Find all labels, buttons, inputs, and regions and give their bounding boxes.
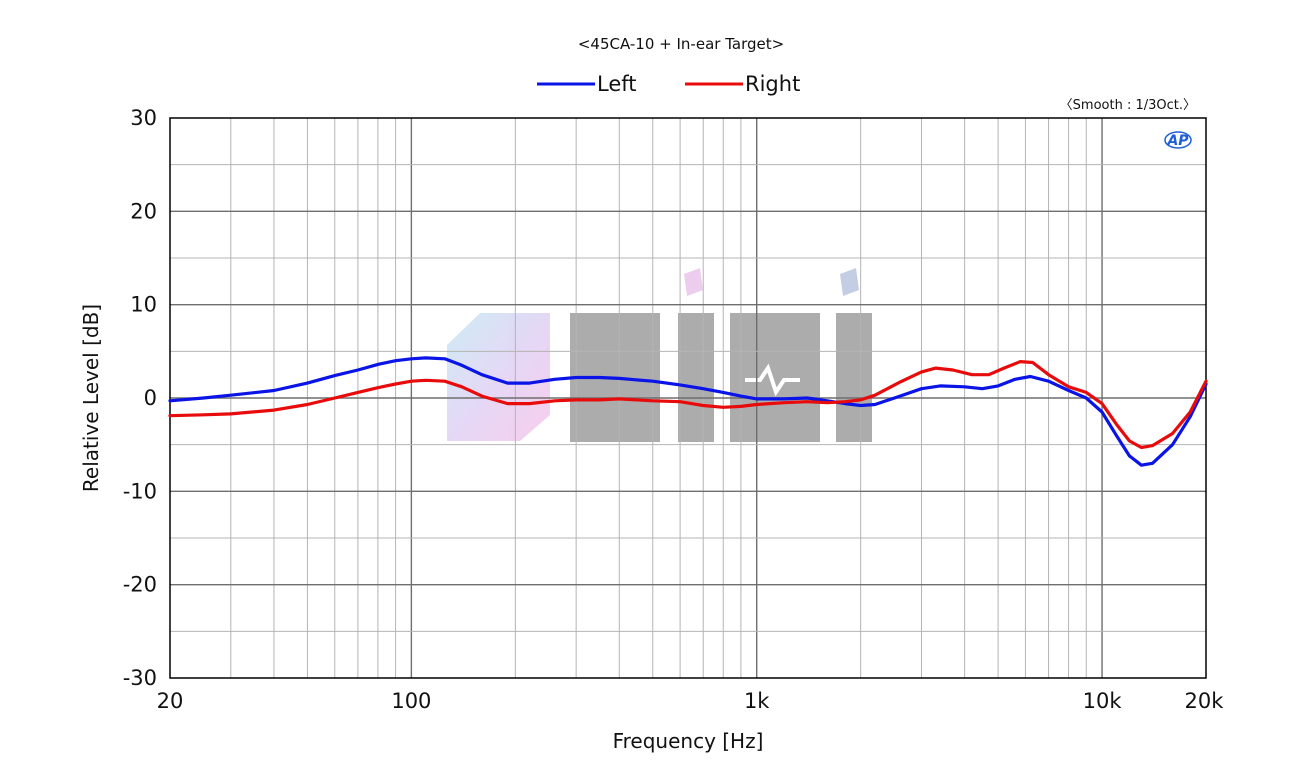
y-tick-label: -20 xyxy=(123,573,157,597)
legend-label-right: Right xyxy=(745,72,800,96)
series-line-right xyxy=(168,360,1208,450)
y-tick-label: 10 xyxy=(130,293,157,317)
plot-frame xyxy=(169,117,1207,679)
series-layer xyxy=(168,356,1208,467)
y-tick-label: 20 xyxy=(130,199,157,223)
x-tick-label: 10k xyxy=(1083,689,1123,713)
ap-logo-text: AP xyxy=(1166,133,1189,149)
y-tick-label: -30 xyxy=(123,666,157,690)
y-tick-label: 30 xyxy=(130,106,157,130)
smoothing-note: 〈Smooth : 1/3Oct.〉 xyxy=(1060,98,1196,113)
x-tick-label: 100 xyxy=(391,689,431,713)
x-axis-label: Frequency [Hz] xyxy=(613,729,764,753)
chart-grid xyxy=(170,118,1206,678)
y-tick-label: -10 xyxy=(123,479,157,503)
legend: Left Right xyxy=(537,72,800,96)
x-tick-label: 20 xyxy=(157,689,184,713)
ap-logo: AP xyxy=(1164,131,1192,149)
chart-title: <45CA-10 + In-ear Target> xyxy=(578,35,784,53)
y-tick-label: 0 xyxy=(144,386,157,410)
x-tick-label: 1k xyxy=(744,689,770,713)
legend-label-left: Left xyxy=(597,72,637,96)
x-tick-label: 20k xyxy=(1185,689,1225,713)
watermark-logo xyxy=(447,268,872,442)
y-axis-label: Relative Level [dB] xyxy=(79,304,103,492)
series-line-left xyxy=(168,356,1208,467)
